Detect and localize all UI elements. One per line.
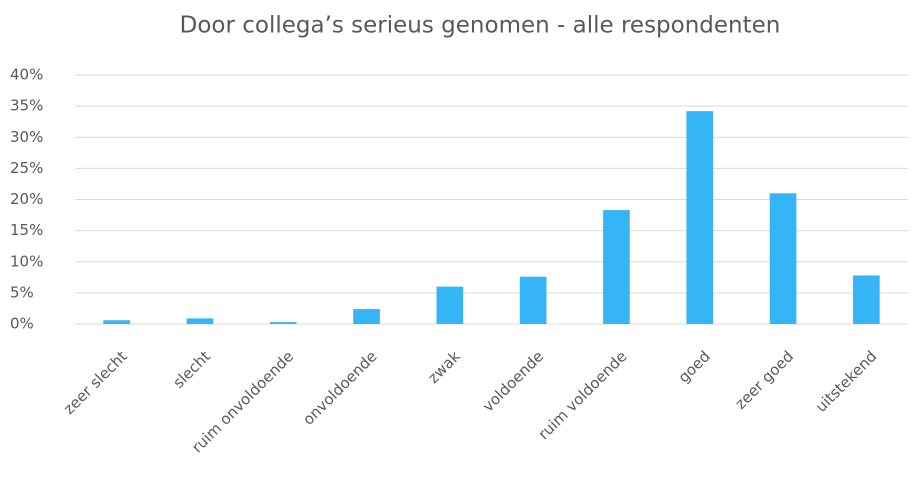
x-tick-label: ruim voldoende bbox=[535, 347, 631, 443]
x-tick-label: voldoende bbox=[479, 347, 547, 415]
bar bbox=[853, 275, 880, 324]
y-tick-label: 15% bbox=[10, 221, 43, 239]
bar bbox=[436, 286, 464, 324]
y-tick-label: 35% bbox=[10, 97, 43, 115]
x-tick-label: zeer slecht bbox=[60, 347, 131, 418]
x-tick-label: slecht bbox=[170, 347, 215, 392]
y-tick-label: 20% bbox=[10, 190, 43, 208]
y-tick-label: 30% bbox=[10, 128, 43, 146]
x-tick-label: goed bbox=[675, 347, 714, 386]
y-tick-label: 10% bbox=[10, 252, 43, 270]
bar bbox=[519, 276, 547, 324]
x-tick-label: zwak bbox=[424, 347, 464, 387]
bar bbox=[103, 320, 130, 324]
bar bbox=[769, 193, 797, 324]
bar bbox=[686, 111, 714, 324]
bar bbox=[603, 210, 630, 324]
y-tick-label: 40% bbox=[10, 66, 43, 84]
x-tick-label: onvoldoende bbox=[299, 347, 380, 428]
y-tick-label: 5% bbox=[10, 283, 34, 301]
bar bbox=[186, 318, 214, 324]
bar bbox=[353, 309, 380, 324]
chart-title: Door collega’s serieus genomen - alle re… bbox=[180, 13, 781, 39]
bar bbox=[269, 322, 297, 324]
y-tick-label: 0% bbox=[10, 315, 34, 333]
x-tick-label: zeer goed bbox=[731, 347, 797, 413]
y-tick-label: 25% bbox=[10, 159, 43, 177]
x-tick-label: uitstekend bbox=[812, 347, 881, 416]
